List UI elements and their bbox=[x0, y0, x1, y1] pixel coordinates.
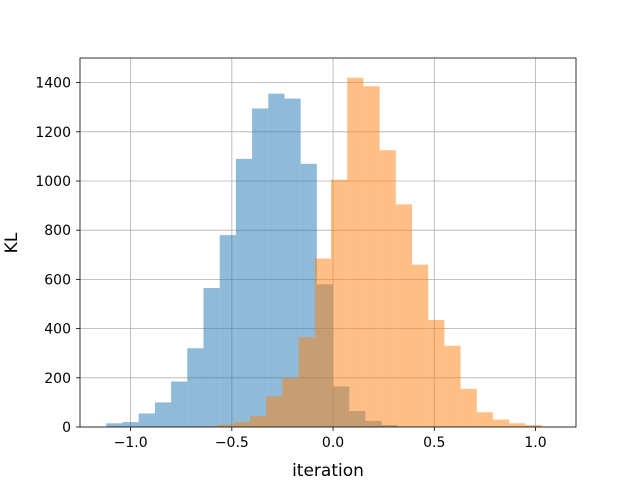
histogram-bar bbox=[122, 422, 139, 427]
plot-frame bbox=[79, 57, 577, 428]
histogram-bar bbox=[154, 402, 172, 427]
x-tick-label: 0.5 bbox=[423, 435, 445, 451]
histogram-bar bbox=[395, 204, 413, 427]
histogram-bar bbox=[525, 425, 542, 427]
histogram-bar bbox=[282, 377, 299, 427]
histogram-bar bbox=[314, 258, 332, 427]
histogram-bar bbox=[476, 412, 493, 427]
histogram-bar bbox=[347, 77, 364, 428]
y-tick-label: 0 bbox=[62, 420, 71, 436]
y-tick-label: 600 bbox=[44, 272, 71, 288]
histogram-bar bbox=[509, 423, 526, 427]
histogram-bar bbox=[268, 93, 285, 428]
y-tick-label: 200 bbox=[44, 371, 71, 387]
histogram-bar bbox=[217, 424, 234, 427]
x-tick-label: −1.0 bbox=[114, 435, 148, 451]
histogram-bar bbox=[252, 108, 269, 428]
y-axis-label: KL bbox=[2, 232, 22, 253]
y-tick-label: 1000 bbox=[35, 174, 71, 190]
histogram-bar bbox=[138, 413, 155, 427]
histogram-bar bbox=[492, 419, 510, 427]
y-tick-label: 800 bbox=[44, 223, 71, 239]
x-axis-label: iteration bbox=[292, 461, 364, 480]
y-tick-label: 1400 bbox=[35, 76, 71, 92]
histogram-bar bbox=[363, 86, 380, 427]
histogram-bar bbox=[444, 345, 461, 427]
histogram-series-2 bbox=[201, 77, 542, 428]
y-tick-label: 400 bbox=[44, 322, 71, 338]
x-tick-label: 0.0 bbox=[322, 435, 344, 451]
histogram-bar bbox=[298, 337, 315, 427]
histogram-bar bbox=[171, 381, 188, 427]
x-tick-label: 1.0 bbox=[524, 435, 546, 451]
histogram-bar bbox=[219, 235, 236, 427]
histogram-bars bbox=[106, 77, 542, 428]
histogram-bar bbox=[412, 264, 429, 427]
histogram-bar bbox=[187, 348, 204, 427]
histogram-bar bbox=[428, 319, 445, 427]
histogram-bar bbox=[235, 158, 253, 428]
histogram-bar bbox=[233, 422, 251, 427]
histogram-bar bbox=[379, 150, 396, 427]
axis-ticks: −1.0 −0.5 0.0 0.5 1.0 0 200 400 600 800 1000 1200 14… bbox=[35, 76, 546, 451]
x-tick-label: −0.5 bbox=[215, 435, 249, 451]
histogram-bar bbox=[284, 98, 301, 427]
histogram-series-1 bbox=[106, 93, 415, 428]
histogram-bar bbox=[331, 179, 348, 427]
histogram-bar bbox=[106, 423, 123, 427]
histogram-bar bbox=[266, 396, 283, 427]
histogram-bar bbox=[460, 388, 477, 427]
histogram-bar bbox=[203, 288, 220, 427]
histogram-bar bbox=[250, 415, 267, 427]
y-tick-label: 1200 bbox=[35, 125, 71, 141]
